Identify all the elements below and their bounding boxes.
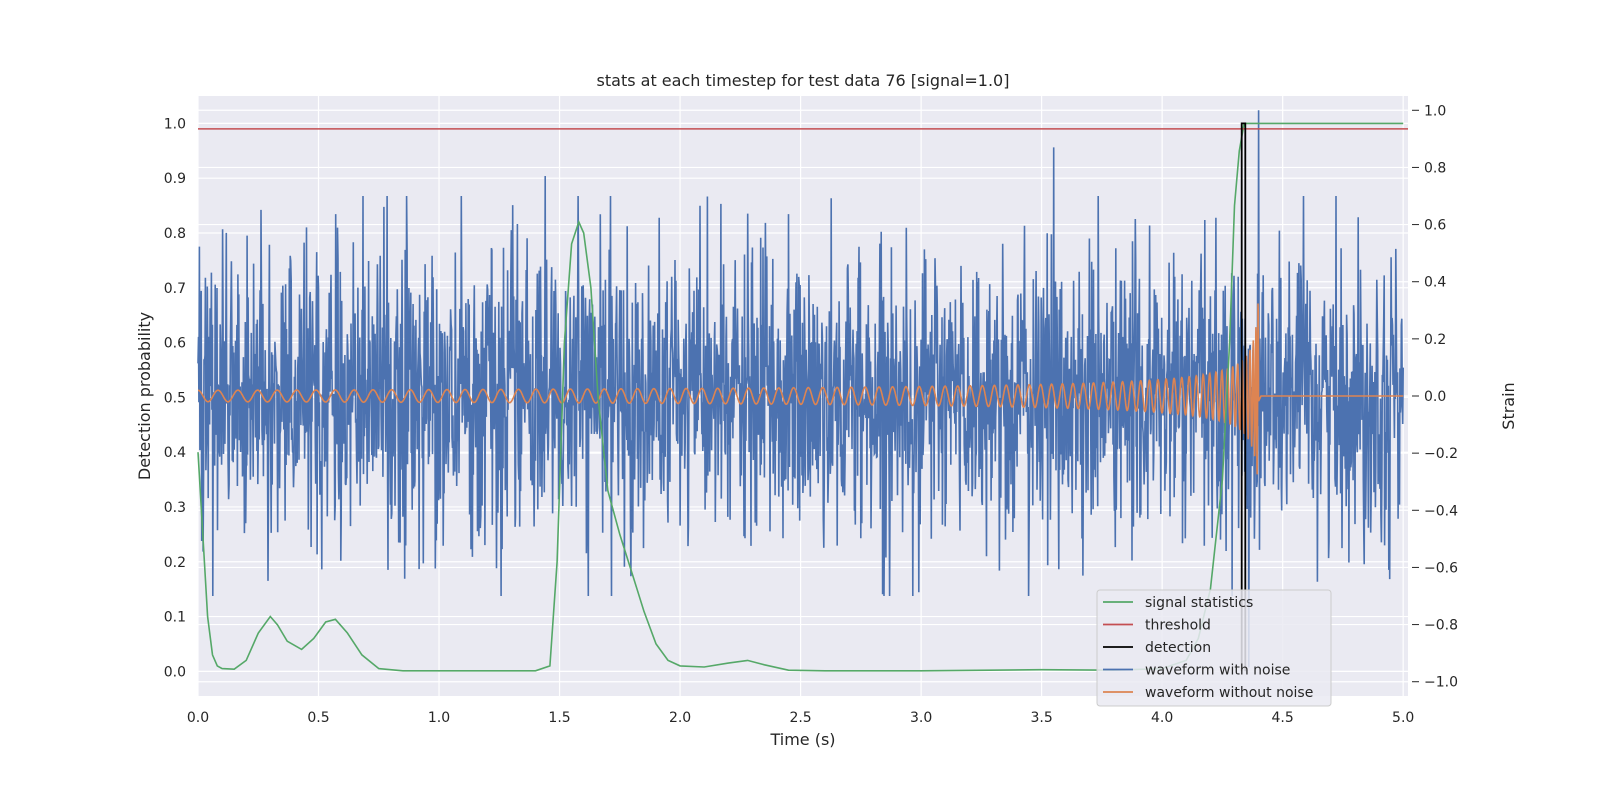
y-tick-label: 0.4 [164,445,186,461]
legend-label: threshold [1145,618,1211,634]
series-line-waveform-without-noise [197,303,1404,475]
y2-tick-label: 0.0 [1424,389,1446,405]
y2-tick-label: 0.2 [1424,332,1446,348]
y-tick-label: 0.9 [164,171,186,187]
y-tick-label: 0.0 [164,664,186,680]
y-ticks: 0.0 0.1 0.2 0.3 0.4 0.5 0.6 0.7 0.8 0.9 1.0 [164,116,186,680]
chart-title: stats at each timestep for test data 76 … [597,71,1010,90]
y2-tick-label: −0.6 [1424,560,1458,576]
y-tick-label: 0.7 [164,281,186,297]
legend-label: waveform with noise [1145,663,1290,679]
y2-tick-label: 1.0 [1424,103,1446,119]
y-tick-label: 0.5 [164,390,186,406]
series-line-detection [1240,122,1247,672]
y2-tick-label: −1.0 [1424,675,1458,691]
y2-ticks: −1.0 −0.8 −0.6 −0.4 −0.2 0.0 0.2 0.4 0.6 0.8 1.0 [1412,103,1458,691]
y2-axis-title: Strain [1499,382,1518,429]
legend-box [1096,589,1332,707]
x-tick-label: 1.5 [548,710,570,726]
y-tick-label: 0.8 [164,226,186,242]
y2-tick-label: 0.6 [1424,218,1446,234]
x-tick-label: 3.0 [910,710,932,726]
y-tick-label: 0.3 [164,500,186,516]
y2-tick-label: −0.2 [1424,446,1458,462]
series-line-waveform-with-noise [197,110,1404,668]
y-tick-label: 0.2 [164,555,186,571]
x-ticks: 0.0 0.5 1.0 1.5 2.0 2.5 3.0 3.5 4.0 4.5 5.0 [187,710,1414,726]
y-tick-label: 1.0 [164,116,186,132]
y-axis-title: Detection probability [135,312,154,480]
x-tick-label: 2.5 [789,710,811,726]
legend-label: signal statistics [1145,595,1253,611]
x-tick-label: 4.0 [1151,710,1173,726]
x-tick-label: 3.5 [1030,710,1052,726]
y-tick-label: 0.6 [164,336,186,352]
x-tick-label: 2.0 [669,710,691,726]
y2-tick-label: −0.4 [1424,503,1458,519]
x-tick-label: 5.0 [1392,710,1414,726]
legend-label: detection [1145,640,1211,656]
x-tick-label: 0.0 [187,710,209,726]
y2-tick-label: 0.8 [1424,160,1446,176]
legend: signal statistics threshold detection wavef… [1096,589,1332,707]
x-tick-label: 0.5 [307,710,329,726]
x-tick-label: 1.0 [428,710,450,726]
legend-label: waveform without noise [1145,685,1313,701]
y2-tick-label: −0.8 [1424,618,1458,634]
y-tick-label: 0.1 [164,610,186,626]
x-axis-title: Time (s) [769,730,835,749]
y2-tick-label: 0.4 [1424,275,1446,291]
x-tick-label: 4.5 [1272,710,1294,726]
